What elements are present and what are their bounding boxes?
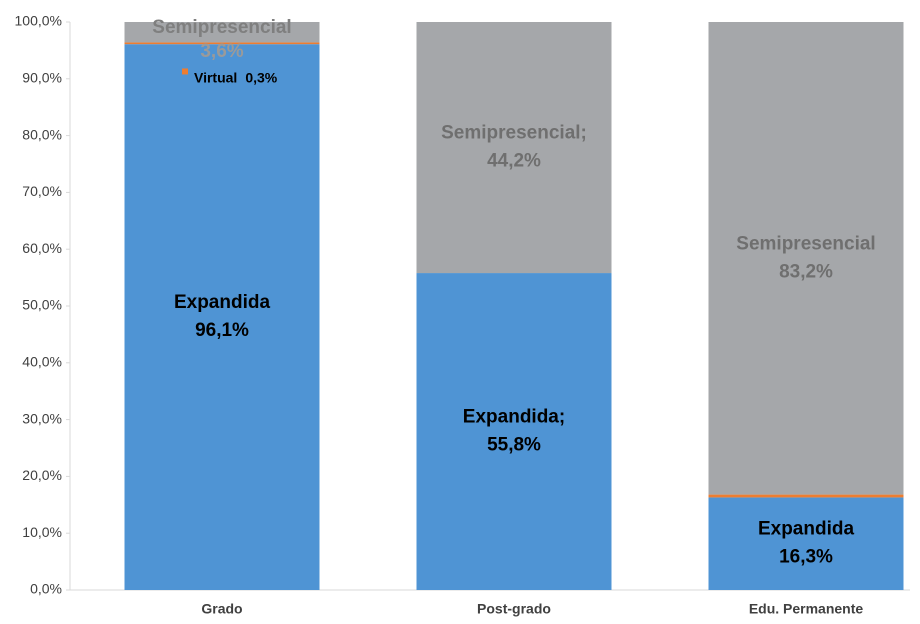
bar-segment <box>124 22 320 43</box>
data-label-value: 44,2% <box>487 151 541 172</box>
y-tick-label: 80,0% <box>22 126 62 142</box>
data-label-name: Semipresencial; <box>441 123 587 144</box>
bar-segment <box>708 497 904 590</box>
bar-segment <box>708 494 904 498</box>
y-tick-label: 50,0% <box>22 297 62 313</box>
bar-segment <box>708 22 904 495</box>
label-marker <box>182 68 188 75</box>
y-tick-label: 20,0% <box>22 467 62 483</box>
x-tick-label: Grado <box>201 601 242 617</box>
data-label: Virtual 0,3% <box>194 69 278 85</box>
data-label-value: 16,3% <box>779 547 833 568</box>
data-label-name: Expandida; <box>463 407 565 428</box>
x-tick-label: Post-grado <box>477 601 551 617</box>
y-tick-label: 0,0% <box>30 581 62 597</box>
y-tick-label: 10,0% <box>22 524 62 540</box>
bar-segment <box>124 44 320 591</box>
y-tick-label: 30,0% <box>22 410 62 426</box>
data-label-value: 3,6% <box>200 41 243 62</box>
data-label-name: Expandida <box>758 519 855 540</box>
y-tick-label: 100,0% <box>15 13 62 29</box>
y-tick-label: 70,0% <box>22 183 62 199</box>
x-tick-label: Edu. Permanente <box>749 601 864 617</box>
data-label-value: 55,8% <box>487 435 541 456</box>
data-label-name: Expandida <box>174 292 271 313</box>
bar-segment <box>416 22 612 274</box>
data-label-value: 0,3% <box>245 69 277 85</box>
bar-segment <box>416 273 612 590</box>
bar-segment <box>124 42 320 45</box>
y-tick-label: 40,0% <box>22 354 62 370</box>
data-label-name: Semipresencial <box>736 233 875 254</box>
data-label-name: Virtual <box>194 69 237 85</box>
y-tick-label: 90,0% <box>22 70 62 86</box>
data-label-value: 83,2% <box>779 261 833 282</box>
y-tick-label: 60,0% <box>22 240 62 256</box>
data-label-value: 96,1% <box>195 320 249 341</box>
data-label-name: Semipresencial <box>152 17 291 38</box>
